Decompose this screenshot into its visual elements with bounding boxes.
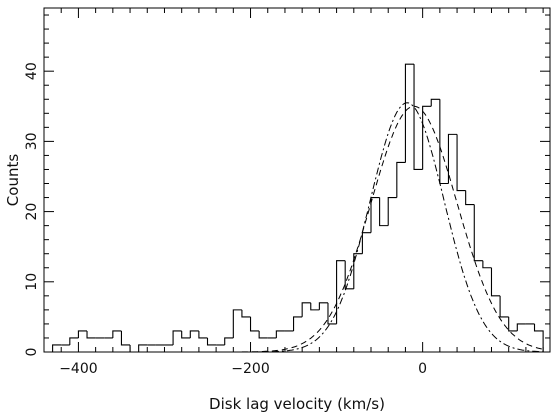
histogram-bin — [456, 134, 466, 192]
y-tick-label: 40 — [24, 62, 40, 80]
histogram-bin — [465, 190, 475, 206]
fit-curves — [241, 102, 544, 353]
histogram-bin — [439, 99, 449, 185]
histogram-bin — [138, 344, 148, 352]
histogram-bin — [301, 302, 311, 317]
histogram-bin — [310, 302, 320, 311]
histogram-bin — [120, 330, 131, 346]
histogram-bin — [508, 316, 518, 332]
histogram-bin — [318, 302, 328, 310]
y-axis-label: Counts — [4, 154, 22, 207]
y-axis-ticks: 0 10 20 30 40 — [24, 14, 550, 357]
histogram-bin — [473, 204, 483, 262]
histogram-bin — [404, 63, 415, 163]
histogram-bin — [181, 330, 191, 339]
histogram-bin — [241, 309, 251, 318]
histogram-bin — [327, 302, 337, 325]
histogram-bin — [275, 330, 285, 338]
histogram-bin — [396, 161, 406, 198]
histogram-bin — [379, 197, 389, 227]
histogram-bin — [422, 105, 432, 170]
x-axis-label: Disk lag velocity (km/s) — [209, 395, 385, 413]
histogram-bin — [258, 330, 268, 339]
y-tick-label: 0 — [24, 348, 40, 357]
histogram-bin — [413, 64, 423, 171]
histogram-bin — [482, 260, 492, 269]
y-tick-label: 30 — [24, 132, 40, 150]
histogram-bin — [86, 330, 96, 339]
histogram-bin — [52, 344, 62, 352]
histogram-bars — [52, 63, 544, 353]
histogram-bin — [447, 133, 458, 184]
gaussian-fit-dashed — [241, 105, 544, 353]
histogram-bin — [353, 253, 363, 289]
histogram-bin — [129, 344, 139, 353]
y-tick-label: 10 — [24, 273, 40, 291]
x-tick-label: −200 — [231, 361, 269, 377]
x-tick-label: 0 — [418, 361, 427, 377]
histogram-bin — [172, 330, 182, 345]
histogram-bin — [336, 260, 346, 324]
histogram-bin — [533, 323, 544, 352]
histogram-bin — [499, 295, 509, 318]
histogram-bin — [249, 316, 260, 332]
histogram-bin — [198, 330, 208, 339]
plot-frame — [43, 7, 551, 353]
x-tick-label: −400 — [59, 361, 97, 377]
x-axis-ticks: −400 −200 0 — [43, 8, 544, 377]
gaussian-fit-dashdot — [241, 102, 544, 353]
histogram-bin — [77, 330, 88, 338]
histogram-bin — [206, 337, 217, 346]
histogram-bin — [490, 267, 501, 297]
histogram-bin — [516, 323, 526, 331]
histogram-bin — [232, 309, 242, 338]
y-tick-label: 20 — [24, 203, 40, 221]
histogram-bin — [344, 260, 354, 290]
histogram-bin — [224, 337, 234, 345]
histogram-bin — [370, 197, 380, 233]
histogram-bin — [112, 330, 122, 338]
histogram-bin — [189, 330, 199, 338]
histogram-bin — [430, 98, 440, 107]
histogram-bin — [69, 337, 79, 345]
histogram-bin — [361, 232, 372, 254]
histogram-bin — [387, 197, 397, 226]
histogram-bin — [293, 316, 303, 331]
